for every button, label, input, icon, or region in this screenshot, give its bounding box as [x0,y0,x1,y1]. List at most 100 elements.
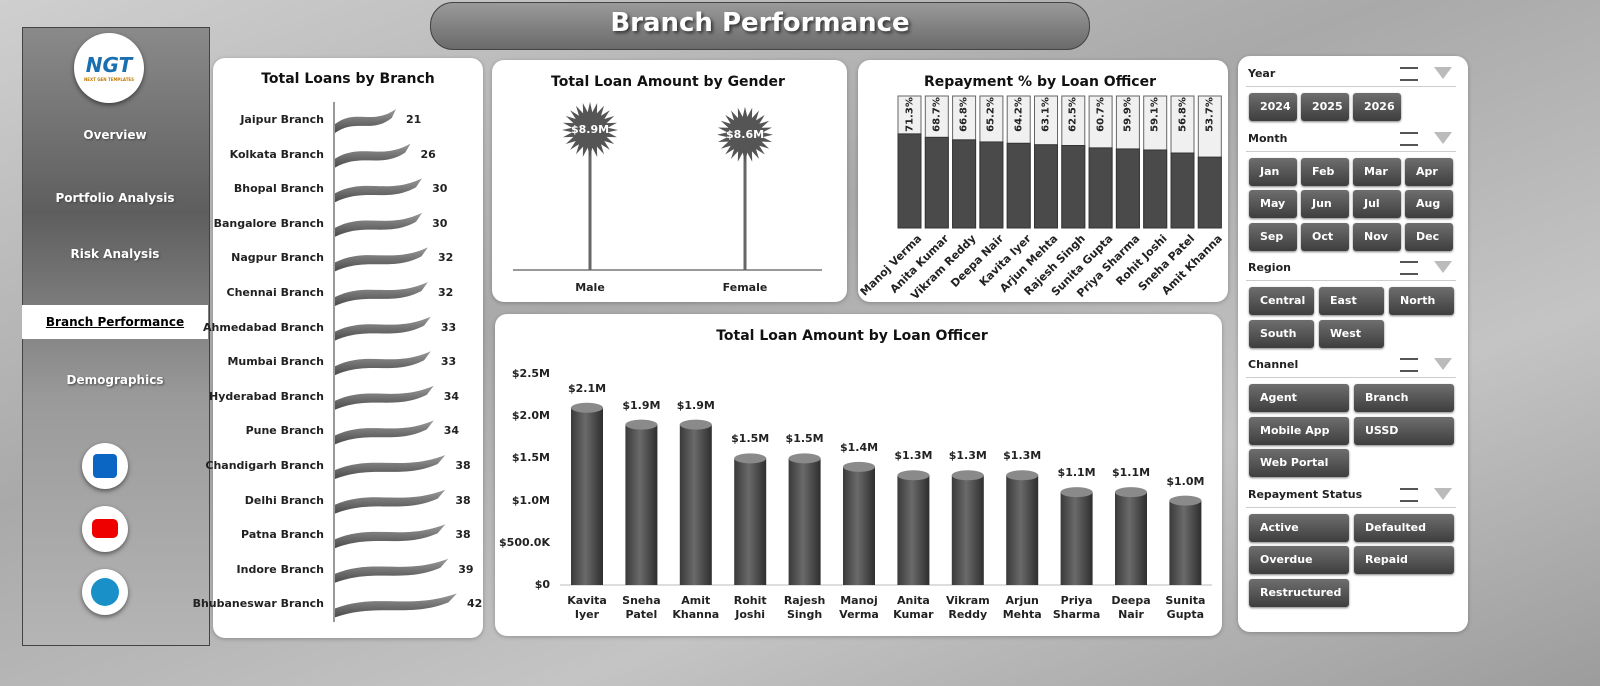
slicer-button[interactable]: Oct [1301,222,1349,251]
multi-select-icon[interactable] [1400,131,1418,146]
value-label: 38 [455,459,471,472]
slicer-divider [1246,506,1456,508]
linkedin-icon[interactable] [82,443,128,489]
value-label: $1.5M [785,432,824,446]
clear-filter-icon[interactable] [1434,67,1452,79]
y-tick-label: $500.0K [499,535,550,549]
chart-title: Total Loans by Branch [261,71,435,87]
slicer-button[interactable]: Repaid [1354,546,1454,574]
value-label: 30 [432,182,448,196]
slicer-button[interactable]: Jan [1249,157,1297,186]
x-tick-label: Amit Khanna [672,594,720,621]
value-label: 33 [440,320,457,334]
clear-filter-icon[interactable] [1434,487,1452,500]
value-label: 34 [443,389,460,403]
value-label: $8.9M [570,123,610,136]
value-label: $1.1M [1111,466,1151,480]
slicer-divider [1246,150,1456,152]
value-label: 64.2% [1013,97,1025,132]
slicer-button[interactable]: East [1319,287,1384,315]
x-tick-label: Arjun Mehta [1002,594,1042,621]
value-label: $1.9M [676,398,715,412]
slicer-button[interactable]: May [1249,190,1297,218]
value-label: $1.9M [622,398,661,412]
y-tick-label: $2.5M [511,367,550,380]
slicer-button[interactable]: North [1389,287,1454,315]
nav-item[interactable]: Risk Analysis [70,247,160,261]
slicer-button[interactable]: Overdue [1249,546,1349,574]
slicer-button[interactable]: Feb [1301,157,1349,186]
slicer-button[interactable]: Restructured [1249,578,1349,607]
value-label: 32 [437,251,454,265]
slicer-button[interactable]: Mar [1353,157,1401,186]
slicer-title: Repayment Status [1248,487,1363,501]
value-label: 66.8% [958,97,970,132]
y-tick-label: $1.5M [511,451,550,465]
slicer-title: Region [1248,261,1291,274]
x-tick-label: Anita Kumar [893,594,934,621]
nav-item[interactable]: Branch Performance [22,305,208,339]
x-tick-label: Deepa Nair [1111,594,1151,621]
slicer-button[interactable]: Sep [1249,222,1297,251]
y-tick-label: Pune Branch [245,424,324,438]
slicer-button[interactable]: 2026 [1353,93,1401,121]
value-label: 21 [406,113,422,126]
slicer-button[interactable]: USSD [1354,416,1454,445]
y-tick-label: Bangalore Branch [213,216,324,230]
clear-filter-icon[interactable] [1434,358,1452,370]
slicer-button[interactable]: Jun [1301,190,1349,218]
value-label: 71.3% [904,97,915,132]
slicer-button[interactable]: Agent Network [1249,384,1349,432]
multi-select-icon[interactable] [1400,67,1418,81]
slicer-button[interactable]: 2025 [1301,93,1349,121]
slicer-button[interactable]: West [1319,319,1384,348]
slicer-button[interactable]: Active [1249,513,1349,542]
value-label: 59.1% [1149,97,1161,132]
logo: NGT NEXT GEN TEMPLATES [74,33,144,103]
value-label: 33 [440,355,457,369]
value-label: 65.2% [985,97,997,132]
slicer-title: Year [1248,67,1276,80]
slicer-button[interactable]: Defaulted [1354,513,1454,542]
slicer-button[interactable]: Jul [1353,190,1401,218]
value-label: 68.7% [931,97,943,132]
web-icon[interactable] [82,569,128,615]
nav-item[interactable]: Overview [83,128,147,142]
x-tick-label: Rohit Joshi [733,594,767,621]
value-label: $1.5M [731,432,770,446]
clear-filter-icon[interactable] [1434,261,1452,273]
slicer-button[interactable]: Mobile App [1249,416,1349,445]
slicer-button[interactable]: Apr [1405,157,1453,186]
slicer-button[interactable]: Dec [1405,222,1453,251]
slicer-button[interactable]: Nov [1353,222,1401,251]
value-label: 56.8% [1177,97,1188,132]
nav-item[interactable]: Demographics [66,373,164,387]
value-label: 62.5% [1067,97,1079,132]
slicer-button[interactable]: Web Portal [1249,449,1349,477]
multi-select-icon[interactable] [1400,487,1418,502]
y-tick-label: Chandigarh Branch [205,459,324,472]
y-tick-label: Bhubaneswar Branch [192,597,324,611]
value-label: 63.1% [1040,97,1052,132]
multi-select-icon[interactable] [1400,261,1418,275]
panel [213,58,483,638]
slicer-button[interactable]: South [1249,319,1314,348]
slicer-button[interactable]: Branch [1354,384,1454,412]
y-tick-label: Patna Branch [241,528,324,542]
value-label: $1.0M [1166,474,1205,488]
y-tick-label: Hyderabad Branch [209,389,324,403]
slicer-button[interactable]: Central [1249,287,1314,315]
nav-item[interactable]: Portfolio Analysis [55,191,175,205]
slicer-button[interactable]: 2024 [1249,93,1297,121]
title-bar [430,2,1090,50]
slicer-button[interactable]: Aug [1405,190,1453,218]
y-tick-label: Indore Branch [236,562,324,576]
value-label: $1.3M [894,449,933,463]
youtube-icon[interactable] [82,506,128,552]
clear-filter-icon[interactable] [1434,131,1452,144]
multi-select-icon[interactable] [1400,358,1418,372]
y-tick-label: Ahmedabad Branch [203,320,324,334]
value-label: 30 [432,216,448,230]
x-tick-label: Priya Sharma [1052,594,1101,621]
